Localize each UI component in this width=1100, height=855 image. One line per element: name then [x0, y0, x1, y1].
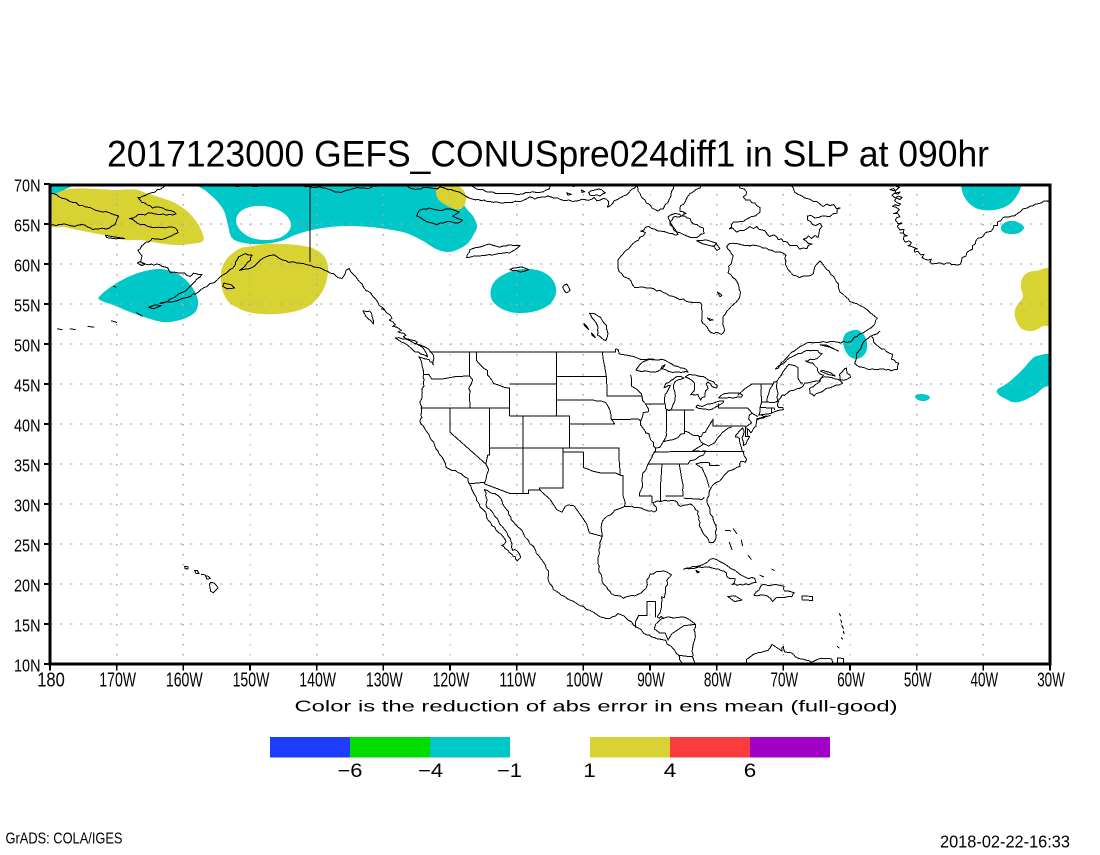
svg-text:170W: 170W: [99, 670, 136, 692]
svg-text:2018-02-22-16:33: 2018-02-22-16:33: [940, 831, 1070, 850]
svg-text:50W: 50W: [904, 670, 932, 692]
svg-text:180: 180: [37, 670, 65, 692]
svg-text:55N: 55N: [14, 296, 41, 316]
svg-text:100W: 100W: [566, 670, 603, 692]
svg-text:10N: 10N: [14, 656, 41, 676]
svg-text:−4: −4: [418, 761, 443, 782]
svg-text:40W: 40W: [971, 670, 999, 692]
svg-text:15N: 15N: [14, 616, 41, 636]
svg-text:4: 4: [664, 761, 677, 782]
svg-text:40N: 40N: [14, 416, 41, 436]
svg-text:25N: 25N: [14, 536, 41, 556]
svg-text:120W: 120W: [433, 670, 470, 692]
svg-text:80W: 80W: [704, 670, 732, 692]
svg-text:1: 1: [583, 761, 596, 782]
svg-text:70N: 70N: [14, 176, 41, 196]
svg-text:20N: 20N: [14, 576, 41, 596]
svg-text:90W: 90W: [637, 670, 665, 692]
svg-text:2017123000 GEFS_CONUSpre024dif: 2017123000 GEFS_CONUSpre024diff1 in SLP …: [107, 133, 989, 175]
svg-text:160W: 160W: [166, 670, 203, 692]
svg-text:65N: 65N: [14, 216, 41, 236]
svg-text:140W: 140W: [299, 670, 336, 692]
svg-text:6: 6: [744, 761, 757, 782]
svg-text:30W: 30W: [1037, 670, 1065, 692]
svg-text:50N: 50N: [14, 336, 41, 356]
svg-text:130W: 130W: [366, 670, 403, 692]
svg-text:150W: 150W: [233, 670, 270, 692]
svg-text:Color is the reduction of abs: Color is the reduction of abs error in e…: [295, 699, 898, 716]
svg-text:30N: 30N: [14, 496, 41, 516]
svg-text:70W: 70W: [771, 670, 799, 692]
svg-text:60W: 60W: [837, 670, 865, 692]
svg-text:35N: 35N: [14, 456, 41, 476]
svg-text:−6: −6: [338, 761, 363, 782]
svg-text:110W: 110W: [499, 670, 536, 692]
svg-text:−1: −1: [497, 761, 522, 782]
svg-text:GrADS: COLA/IGES: GrADS: COLA/IGES: [6, 831, 123, 848]
svg-text:60N: 60N: [14, 256, 41, 276]
svg-text:45N: 45N: [14, 376, 41, 396]
